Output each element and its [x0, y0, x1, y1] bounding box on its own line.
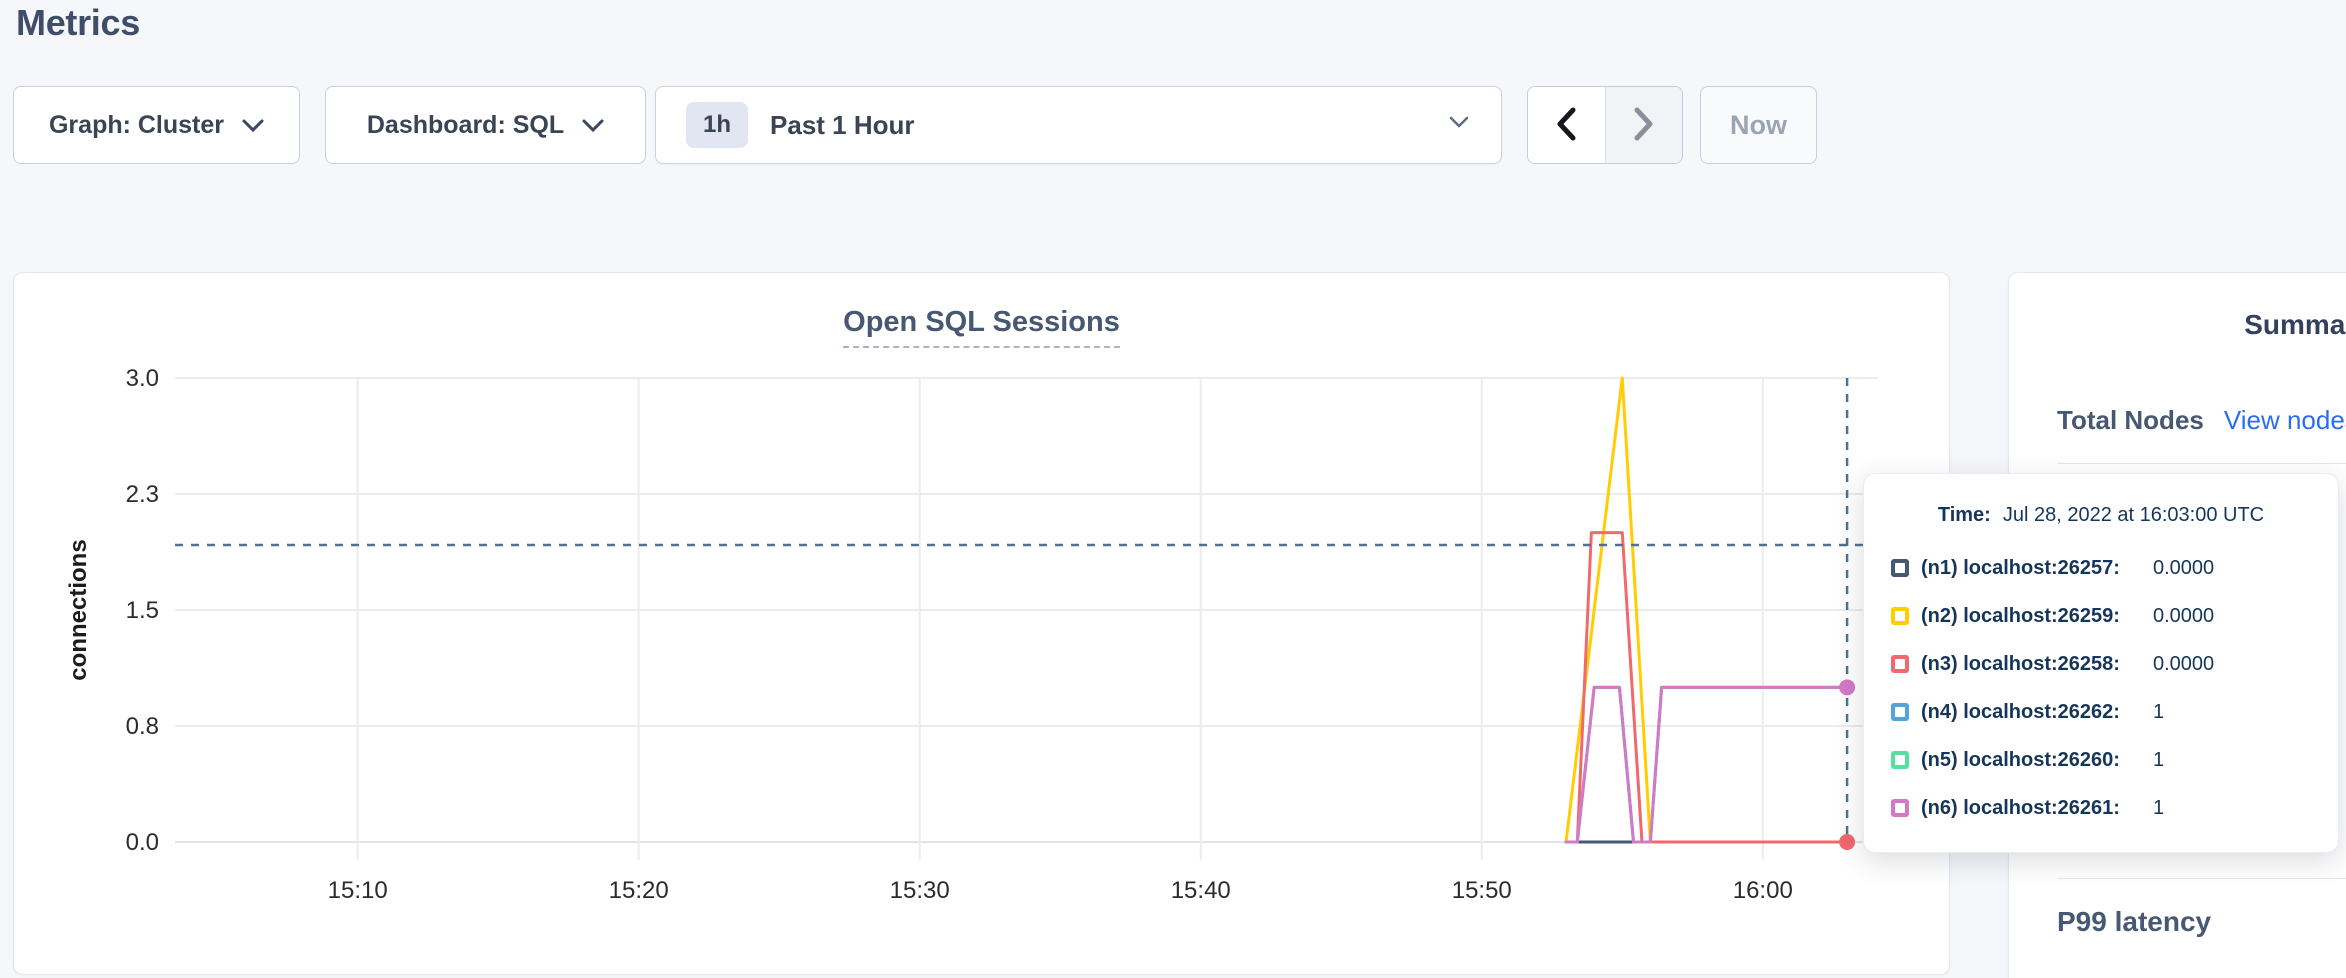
summary-heading: Summary	[2244, 309, 2346, 340]
chevron-down-icon	[1449, 116, 1469, 134]
series-value: 1	[2153, 796, 2165, 819]
time-range-badge: 1h	[686, 102, 749, 148]
sidebar-divider	[2057, 463, 2346, 464]
tooltip-time-row: Time: Jul 28, 2022 at 16:03:00 UTC	[1864, 500, 2338, 540]
metrics-toolbar: Graph: Cluster Dashboard: SQL 1h Past 1 …	[0, 86, 2346, 164]
chart-tooltip: Time: Jul 28, 2022 at 16:03:00 UTC (n1) l…	[1863, 473, 2339, 853]
series-swatch-icon	[1891, 799, 1909, 817]
series-label: (n5) localhost:26260:	[1921, 748, 2120, 771]
series-label: (n3) localhost:26258:	[1921, 652, 2120, 675]
series-value: 0.0000	[2153, 556, 2215, 579]
tooltip-series-row: (n6) localhost:26261: 1	[1864, 784, 2338, 832]
next-timeframe-button[interactable]	[1604, 87, 1682, 163]
dashboard-label: Dashboard: SQL	[366, 110, 565, 139]
sidebar-divider	[2057, 878, 2346, 879]
tooltip-time-value: Jul 28, 2022 at 16:03:00 UTC	[2002, 504, 2265, 526]
series-swatch-icon	[1891, 703, 1909, 721]
tooltip-series-rows: (n1) localhost:26257: 0.0000 (n2) localhos…	[1864, 544, 2338, 832]
tooltip-series-row: (n1) localhost:26257: 0.0000	[1864, 544, 2338, 592]
tooltip-series-row: (n3) localhost:26258: 0.0000	[1864, 640, 2338, 688]
graph-scope-dropdown[interactable]: Graph: Cluster	[13, 86, 300, 164]
chevron-right-icon	[1633, 107, 1655, 144]
series-swatch-icon	[1891, 559, 1909, 577]
previous-timeframe-button[interactable]	[1528, 87, 1605, 163]
chevron-left-icon	[1555, 107, 1577, 144]
series-swatch-icon	[1891, 607, 1909, 625]
series-label: (n6) localhost:26261:	[1921, 796, 2120, 819]
p99-latency-label: P99 latency	[2057, 906, 2212, 937]
chart-panel: Open SQL Sessions	[13, 272, 1950, 975]
total-nodes-label: Total Nodes	[2057, 405, 2204, 435]
series-label: (n1) localhost:26257:	[1921, 556, 2120, 579]
series-value: 0.0000	[2153, 652, 2215, 675]
chevron-down-icon	[242, 111, 264, 140]
dashboard-dropdown[interactable]: Dashboard: SQL	[325, 86, 646, 164]
view-nodes-link[interactable]: View nodes	[2223, 405, 2346, 435]
tooltip-series-row: (n4) localhost:26262: 1	[1864, 688, 2338, 736]
series-value: 1	[2153, 748, 2165, 771]
series-value: 1	[2153, 700, 2165, 723]
series-value: 0.0000	[2153, 604, 2215, 627]
time-range-label: Past 1 Hour	[770, 109, 915, 140]
now-button[interactable]: Now	[1700, 86, 1817, 164]
total-nodes-row: Total Nodes View nodes	[2057, 405, 2346, 436]
tooltip-time-label: Time:	[1937, 504, 1991, 526]
time-range-selector[interactable]: 1h Past 1 Hour	[655, 86, 1502, 164]
chevron-down-icon	[582, 111, 604, 140]
chart-title[interactable]: Open SQL Sessions	[843, 306, 1120, 348]
graph-scope-label: Graph: Cluster	[48, 110, 225, 139]
series-swatch-icon	[1891, 655, 1909, 673]
tooltip-series-row: (n5) localhost:26260: 1	[1864, 736, 2338, 784]
series-label: (n4) localhost:26262:	[1921, 700, 2120, 723]
time-step-buttons	[1527, 86, 1683, 164]
chart-title-row: Open SQL Sessions	[14, 306, 1949, 348]
series-swatch-icon	[1891, 751, 1909, 769]
page-title: Metrics	[16, 2, 140, 43]
series-label: (n2) localhost:26259:	[1921, 604, 2120, 627]
tooltip-series-row: (n2) localhost:26259: 0.0000	[1864, 592, 2338, 640]
